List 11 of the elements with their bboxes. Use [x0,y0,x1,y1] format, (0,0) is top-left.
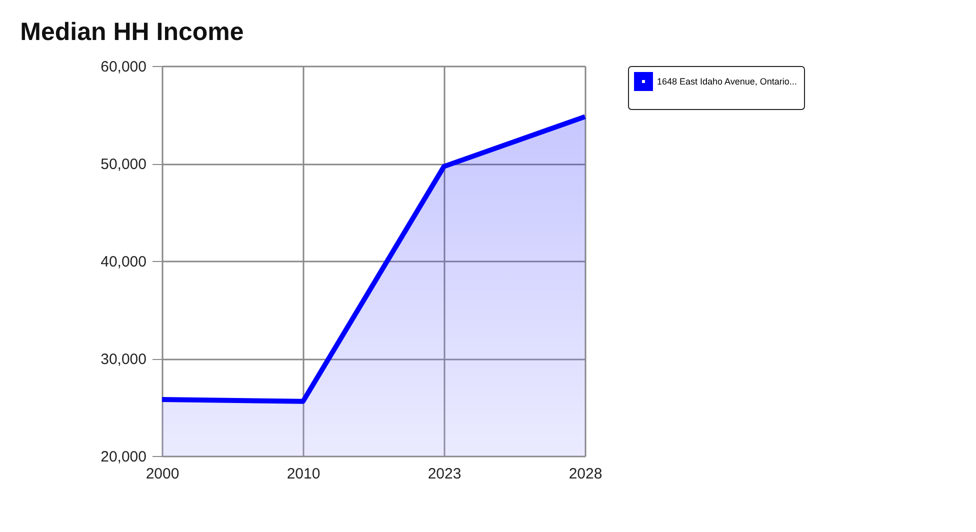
y-tick-label: 20,000 [100,448,146,466]
y-tick-label: 30,000 [100,351,146,368]
x-tick-label: 2000 [146,466,180,482]
x-tick-label: 2023 [428,466,462,482]
y-tick-label: 50,000 [100,156,146,173]
x-tick-label: 2028 [568,466,602,482]
chart-title: Median HH Income [20,18,244,46]
legend-label: 1648 East Idaho Avenue, Ontario... [657,76,797,86]
y-tick-label: 60,000 [100,58,146,76]
x-tick-label: 2010 [286,466,320,482]
y-tick-label: 40,000 [100,254,146,270]
